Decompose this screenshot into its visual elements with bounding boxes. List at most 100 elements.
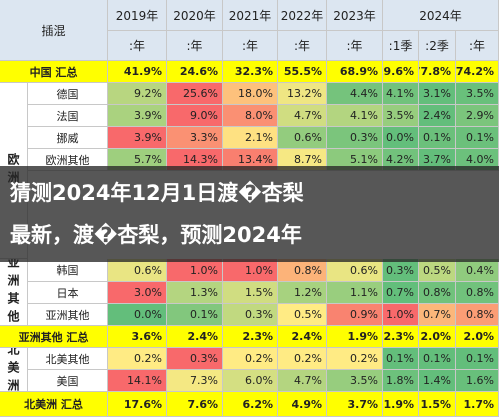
value-cell: 0.1% [419, 127, 456, 149]
year-header: 2021年 [223, 0, 278, 31]
value-cell: 3.6% [108, 326, 167, 348]
value-cell: 41.9% [108, 61, 167, 83]
value-cell: 6.0% [223, 370, 278, 392]
year-header: 2019年 [108, 0, 167, 31]
value-cell: 3.0% [108, 282, 167, 304]
value-cell: 0.2% [223, 348, 278, 370]
overlay-line: 猜测2024年12月1日渡�杏梨 [10, 181, 304, 205]
total-label: 北美洲 汇总 [0, 392, 108, 417]
value-cell: 3.7% [419, 149, 456, 171]
value-cell: 0.3% [383, 259, 419, 282]
value-cell: 0.1% [456, 127, 499, 149]
corner-header: 插混 [0, 0, 108, 61]
unit-header: :年 [327, 31, 383, 61]
value-cell: 2.3% [223, 326, 278, 348]
value-cell: 0.3% [327, 127, 383, 149]
value-cell: 3.5% [327, 370, 383, 392]
row-label: 法国 [28, 105, 108, 127]
value-cell: 0.4% [456, 259, 499, 282]
value-cell: 1.9% [327, 326, 383, 348]
value-cell: 18.0% [223, 83, 278, 105]
value-cell: 1.1% [327, 282, 383, 304]
value-cell: 9.0% [167, 105, 223, 127]
value-cell: 0.0% [108, 304, 167, 326]
value-cell: 4.1% [383, 83, 419, 105]
value-cell: 0.9% [327, 304, 383, 326]
value-cell: 0.1% [456, 348, 499, 370]
value-cell: 2.1% [223, 127, 278, 149]
value-cell: 1.0% [383, 304, 419, 326]
row-label: 亚洲其他 [28, 304, 108, 326]
value-cell: 2.3% [383, 326, 419, 348]
value-cell: 1.9% [383, 392, 419, 417]
value-cell: 1.5% [223, 282, 278, 304]
value-cell: 13.2% [278, 83, 327, 105]
value-cell: 2.0% [419, 326, 456, 348]
value-cell: 6.2% [223, 392, 278, 417]
overlay-line: 最新，渡�杏梨，预测2024年 [10, 223, 302, 247]
value-cell: 0.1% [167, 304, 223, 326]
value-cell: 1.0% [223, 259, 278, 282]
row-label: 韩国 [28, 259, 108, 282]
value-cell: 0.1% [383, 348, 419, 370]
value-cell: 1.0% [167, 259, 223, 282]
value-cell: 68.9% [327, 61, 383, 83]
value-cell: 0.6% [278, 127, 327, 149]
value-cell: 32.3% [223, 61, 278, 83]
value-cell: 1.5% [419, 392, 456, 417]
value-cell: 0.6% [108, 259, 167, 282]
row-label: 挪威 [28, 127, 108, 149]
value-cell: 7.6% [167, 392, 223, 417]
total-label: 亚洲其他 汇总 [0, 326, 108, 348]
value-cell: 69.6% [383, 61, 419, 83]
value-cell: 3.9% [108, 127, 167, 149]
year-header: 2020年 [167, 0, 223, 31]
value-cell: 1.4% [419, 370, 456, 392]
year-header: 2022年 [278, 0, 327, 31]
value-cell: 17.6% [108, 392, 167, 417]
row-label: 美国 [28, 370, 108, 392]
unit-header: :1季 [383, 31, 419, 61]
year-header: 2023年 [327, 0, 383, 31]
unit-header: :年 [278, 31, 327, 61]
value-cell: 2.0% [456, 326, 499, 348]
value-cell: 8.0% [223, 105, 278, 127]
value-cell: 3.7% [327, 392, 383, 417]
value-cell: 4.7% [278, 105, 327, 127]
value-cell: 9.2% [108, 83, 167, 105]
value-cell: 0.5% [278, 304, 327, 326]
value-cell: 2.4% [419, 105, 456, 127]
value-cell: 0.2% [108, 348, 167, 370]
value-cell: 25.6% [167, 83, 223, 105]
row-label: 北美其他 [28, 348, 108, 370]
unit-header: :年 [456, 31, 499, 61]
value-cell: 0.8% [278, 259, 327, 282]
value-cell: 74.2% [456, 61, 499, 83]
unit-header: :年 [223, 31, 278, 61]
value-cell: 4.1% [327, 105, 383, 127]
value-cell: 0.2% [278, 348, 327, 370]
value-cell: 14.3% [167, 149, 223, 171]
unit-header: :年 [167, 31, 223, 61]
value-cell: 1.6% [456, 370, 499, 392]
value-cell: 55.5% [278, 61, 327, 83]
value-cell: 14.1% [108, 370, 167, 392]
value-cell: 0.8% [419, 282, 456, 304]
value-cell: 0.8% [456, 282, 499, 304]
value-cell: 7.3% [167, 370, 223, 392]
value-cell: 0.1% [419, 348, 456, 370]
value-cell: 0.7% [419, 304, 456, 326]
value-cell: 3.3% [167, 127, 223, 149]
total-label: 中国 汇总 [0, 61, 108, 83]
unit-header: :年 [108, 31, 167, 61]
value-cell: 4.4% [327, 83, 383, 105]
value-cell: 0.7% [383, 282, 419, 304]
overlay-banner: 猜测2024年12月1日渡�杏梨 最新，渡�杏梨，预测2024年 [0, 166, 499, 262]
value-cell: 0.3% [167, 348, 223, 370]
value-cell: 1.8% [383, 370, 419, 392]
value-cell: 3.5% [383, 105, 419, 127]
value-cell: 1.7% [456, 392, 499, 417]
value-cell: 0.6% [327, 259, 383, 282]
